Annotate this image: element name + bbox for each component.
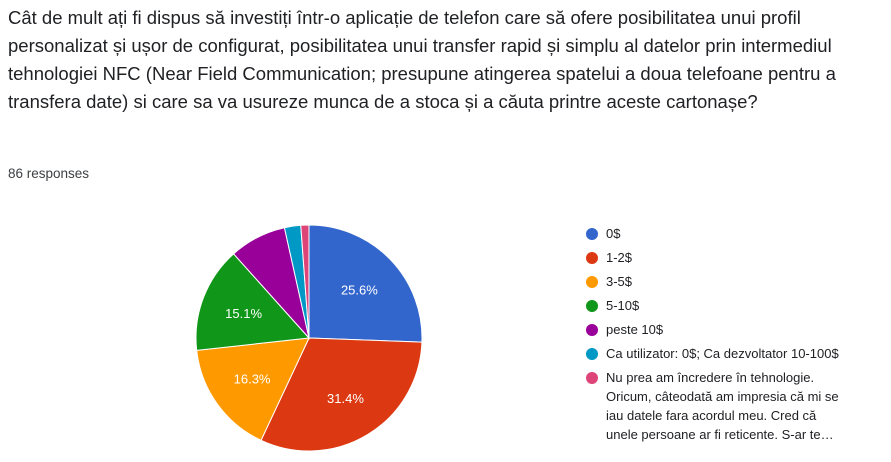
legend-label: 3-5$: [606, 274, 633, 289]
legend-swatch: [586, 300, 598, 312]
chart-legend: 0$ 1-2$ 3-5$ 5-10$ peste 10$ Ca utilizator: 0…: [586, 224, 886, 449]
legend-item-5: Ca utilizator: 0$; Ca dezvoltator 10-100…: [586, 344, 886, 363]
legend-label: 0$: [606, 226, 621, 241]
legend-item-1: 1-2$: [586, 248, 886, 267]
pie-slice-label-1: 31.4%: [327, 391, 364, 406]
pie-slice-1: [260, 337, 423, 452]
legend-item-2: 3-5$: [586, 272, 886, 291]
legend-item-0: 0$: [586, 224, 886, 243]
pie-slice-label-3: 15.1%: [225, 306, 262, 321]
legend-label: 1-2$: [606, 250, 633, 265]
legend-swatch: [586, 324, 598, 336]
question-title: Cât de mult ați fi dispus să investiți î…: [8, 7, 836, 112]
legend-swatch: [586, 276, 598, 288]
pie-slice-2: [196, 337, 310, 441]
legend-label: 5-10$: [606, 298, 640, 313]
pie-slice-3: [195, 253, 311, 351]
pie-slice-0: [308, 224, 423, 343]
legend-label: peste 10$: [606, 322, 664, 337]
responses-count: 86 responses: [8, 166, 90, 181]
legend-item-6: Nu prea am încredere în tehnologie. Oric…: [586, 368, 886, 444]
legend-label: Nu prea am încredere în tehnologie. Oric…: [606, 370, 839, 442]
legend-label: Ca utilizator: 0$; Ca dezvoltator 10-100…: [606, 346, 839, 361]
legend-swatch: [586, 372, 598, 384]
pie-slice-label-0: 25.6%: [341, 282, 378, 297]
pie-slice-6: [300, 224, 310, 339]
legend-swatch: [586, 228, 598, 240]
legend-swatch: [586, 348, 598, 360]
legend-item-4: peste 10$: [586, 320, 886, 339]
legend-swatch: [586, 252, 598, 264]
pie-slice-label-2: 16.3%: [234, 372, 271, 387]
legend-item-3: 5-10$: [586, 296, 886, 315]
